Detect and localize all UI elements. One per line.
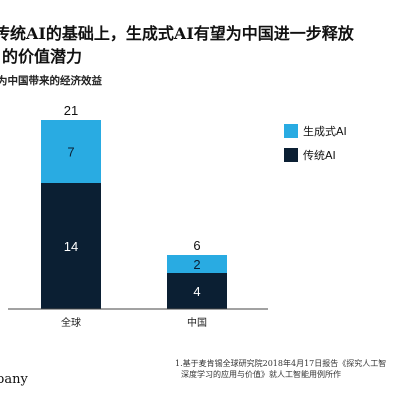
bar-segment-traditional-ai-0: [41, 183, 101, 309]
category-label-0: 全球: [61, 316, 81, 329]
legend-label-traditional-ai: 传统AI: [303, 149, 336, 162]
legend-label-generative-ai: 生成式AI: [303, 125, 347, 138]
bar-segment-generative-ai-1: [167, 255, 227, 273]
data-label-generative-ai-1: 2: [193, 257, 200, 272]
data-label-traditional-ai-0: 14: [64, 239, 78, 254]
chart-legend: 生成式AI 传统AI: [284, 124, 347, 172]
chart-subtitle: 为中国带来的经济效益: [0, 75, 102, 87]
category-label-1: 中国: [187, 316, 207, 329]
bar-segment-traditional-ai-1: [167, 273, 227, 309]
legend-swatch-traditional-ai: [284, 148, 298, 162]
legend-swatch-generative-ai: [284, 124, 298, 138]
bar-segment-generative-ai-0: [41, 120, 101, 183]
legend-item-traditional-ai: 传统AI: [284, 148, 347, 162]
chart-title: 传统AI的基础上，生成式AI有望为中国进一步释放 的价值潜力: [0, 22, 400, 68]
data-label-generative-ai-0: 7: [67, 145, 74, 160]
footnote: 1.基于麦肯锡全球研究院2018年4月17日报告《探究人工智 深度学习的应用与价…: [175, 358, 400, 380]
total-label-0: 21: [64, 103, 78, 118]
footnote-line-1: 1.基于麦肯锡全球研究院2018年4月17日报告《探究人工智: [175, 359, 387, 368]
data-label-traditional-ai-1: 4: [193, 284, 200, 299]
legend-item-generative-ai: 生成式AI: [284, 124, 347, 138]
chart-title-line-2: 的价值潜力: [2, 47, 83, 66]
chart-title-line-1: 传统AI的基础上，生成式AI有望为中国进一步释放: [0, 24, 354, 43]
footnote-line-2: 深度学习的应用与价值》就人工智能用例所作: [181, 370, 341, 379]
company-logo: pany: [0, 372, 28, 387]
total-label-1: 6: [193, 238, 200, 253]
